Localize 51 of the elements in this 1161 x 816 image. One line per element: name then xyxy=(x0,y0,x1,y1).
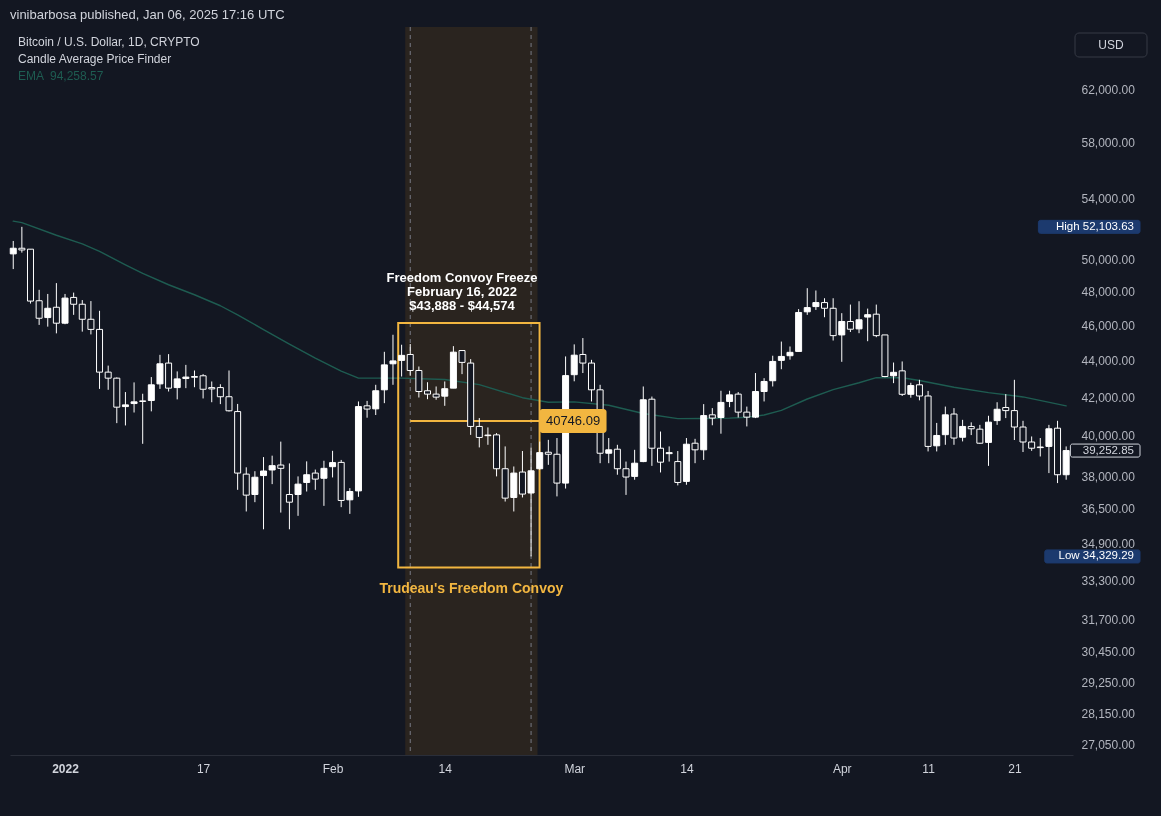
y-tick-label: 30,450.00 xyxy=(1081,644,1136,659)
text: EMA xyxy=(18,69,45,83)
y-tick-label: 48,000.00 xyxy=(1081,285,1136,300)
candlestick xyxy=(769,355,777,387)
y-tick-label: 46,000.00 xyxy=(1081,318,1136,333)
candlestick xyxy=(536,441,544,471)
text: 39,252.85 xyxy=(1082,443,1134,456)
candlestick xyxy=(260,456,268,530)
x-tick-label: 17 xyxy=(196,761,211,776)
y-tick-label: 28,150.00 xyxy=(1081,706,1136,721)
candlestick xyxy=(674,450,682,486)
y-tick-label: 42,000.00 xyxy=(1081,390,1136,405)
text: vinibarbosa published, Jan 06, 2025 17:16 UTC xyxy=(10,7,285,22)
y-tick-label: 38,000.00 xyxy=(1081,469,1136,484)
y-tick-label: 50,000.00 xyxy=(1081,252,1136,267)
x-tick-label: 14 xyxy=(438,761,453,776)
ref-line-label: 40746.09 xyxy=(545,413,601,429)
x-tick-label: Feb xyxy=(322,761,344,776)
y-tick-label: 36,500.00 xyxy=(1081,501,1136,516)
x-tick-label: 11 xyxy=(922,761,936,776)
y-tick-label: 29,250.00 xyxy=(1081,676,1136,691)
annotation: Low 34,329.29 xyxy=(1058,549,1134,562)
y-tick-label: 31,700.00 xyxy=(1081,612,1136,627)
candlestick xyxy=(786,345,794,361)
annotation: 94,258.57 xyxy=(50,69,104,83)
y-tick-label: 44,000.00 xyxy=(1081,353,1136,368)
candlestick xyxy=(803,287,811,316)
candlestick xyxy=(303,460,311,493)
y-tick-label: 62,000.00 xyxy=(1081,82,1136,97)
x-tick-label: Apr xyxy=(832,761,852,776)
y-tick-label: 34,900.00 xyxy=(1081,536,1136,551)
candlestick xyxy=(665,445,673,463)
x-tick-label: Mar xyxy=(564,761,586,776)
y-tick-label: 33,300.00 xyxy=(1081,573,1136,588)
annotation: High 52,103.63 xyxy=(1055,219,1134,232)
text: Bitcoin / U.S. Dollar, 1D, CRYPTO xyxy=(18,35,200,49)
y-tick-label: 27,050.00 xyxy=(1081,738,1136,753)
x-tick-label: 2022 xyxy=(52,761,80,776)
candlestick xyxy=(864,308,872,342)
x-tick-label: 21 xyxy=(1008,761,1022,776)
y-tick-label: 40,000.00 xyxy=(1081,429,1136,444)
annotation: Freedom Convoy Freeze February 16, 2022 $43,888 - $44,574 xyxy=(386,270,538,314)
candlestick xyxy=(329,450,337,478)
text: Candle Average Price Finder xyxy=(18,52,172,66)
band-label: Trudeau's Freedom Convoy xyxy=(379,580,564,597)
y-tick-label: 54,000.00 xyxy=(1081,192,1136,207)
candlestick xyxy=(777,341,785,370)
text: USD xyxy=(1098,38,1124,52)
x-tick-label: 14 xyxy=(680,761,694,776)
y-tick-label: 58,000.00 xyxy=(1081,135,1136,150)
candlestick xyxy=(121,391,129,426)
